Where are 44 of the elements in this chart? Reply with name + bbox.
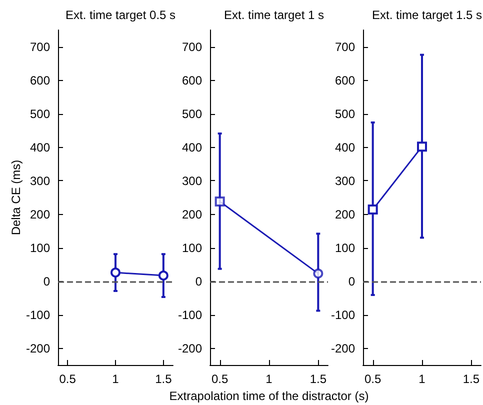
x-tick-label: 1 xyxy=(418,372,426,386)
x-tick-label: 1 xyxy=(266,372,273,386)
y-tick-label: 100 xyxy=(30,240,50,255)
y-tick-label: 300 xyxy=(334,174,356,188)
chart-title: Ext. time target 1.5 s xyxy=(372,8,482,22)
x-tick-label: 0.5 xyxy=(364,372,382,386)
y-tick-label: 200 xyxy=(182,207,202,222)
y-tick-label: 0 xyxy=(43,274,50,288)
y-tick-label: 300 xyxy=(30,174,50,188)
y-tick-label: 300 xyxy=(182,174,202,188)
y-tick-label: 500 xyxy=(182,106,202,121)
y-tick-label: 0 xyxy=(195,274,202,288)
y-tick-label: -100 xyxy=(26,308,50,322)
y-tick-label: -100 xyxy=(178,308,202,322)
y-tick-label: 700 xyxy=(334,40,356,54)
y-tick-label: -100 xyxy=(330,308,356,322)
chart-title: Ext. time target 1 s xyxy=(224,8,324,22)
y-tick-label: 400 xyxy=(30,140,50,154)
x-tick-label: 0.5 xyxy=(59,372,76,386)
y-tick-label: 200 xyxy=(334,207,356,222)
y-tick-label: 100 xyxy=(182,240,202,255)
y-tick-label: -200 xyxy=(26,341,50,356)
x-axis-title: Extrapolation time of the distractor (s) xyxy=(169,388,369,403)
x-tick-label: 0.5 xyxy=(211,372,228,386)
y-tick-label: 600 xyxy=(30,73,50,88)
x-tick-label: 1.5 xyxy=(310,372,327,386)
y-tick-label: 200 xyxy=(30,207,50,222)
y-tick-label: 400 xyxy=(334,140,356,154)
y-tick-label: 100 xyxy=(334,240,356,255)
x-tick-label: 1.5 xyxy=(155,372,172,386)
y-tick-label: 600 xyxy=(182,73,202,88)
y-tick-label: 500 xyxy=(334,106,356,121)
y-tick-label: 500 xyxy=(30,106,50,121)
y-tick-label: 400 xyxy=(182,140,202,154)
chart-title: Ext. time target 0.5 s xyxy=(65,8,176,22)
y-tick-label: -200 xyxy=(330,341,356,356)
y-tick-label: 600 xyxy=(334,73,356,88)
x-tick-label: 1.5 xyxy=(462,372,480,386)
y-tick-label: 700 xyxy=(30,40,50,54)
y-tick-label: 0 xyxy=(348,274,356,288)
y-tick-label: -200 xyxy=(178,341,202,356)
y-tick-label: 700 xyxy=(182,40,202,54)
x-tick-label: 1 xyxy=(112,372,120,386)
y-axis-title: Delta CE (ms) xyxy=(9,160,24,236)
